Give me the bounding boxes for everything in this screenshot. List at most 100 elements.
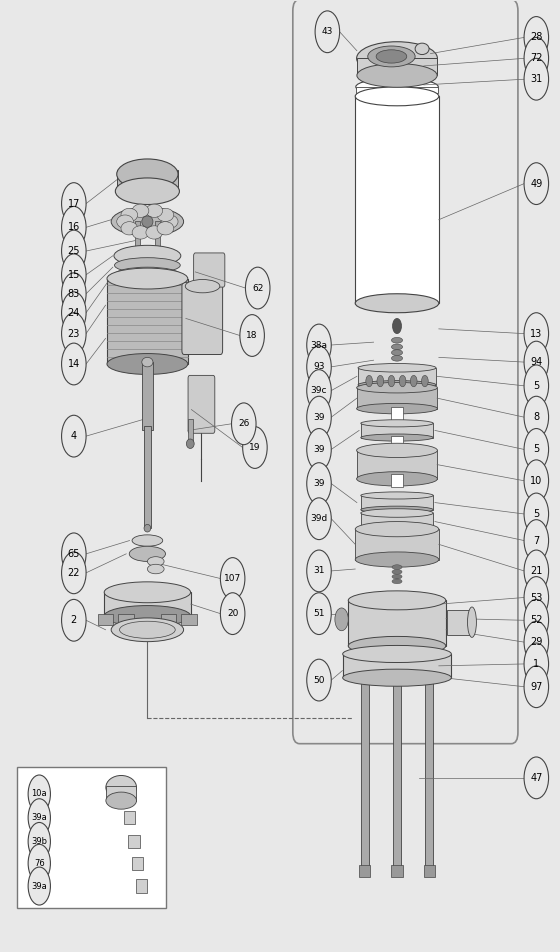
Circle shape [307,324,332,366]
Bar [155,221,160,253]
Ellipse shape [116,215,133,228]
Circle shape [28,867,50,905]
Bar [391,865,403,877]
Ellipse shape [392,569,402,574]
Text: 5: 5 [533,509,539,519]
Text: 2: 2 [71,615,77,625]
Text: 94: 94 [530,357,543,367]
Circle shape [524,622,549,663]
Ellipse shape [357,42,437,75]
Ellipse shape [392,579,402,584]
Text: 5: 5 [533,381,539,391]
FancyBboxPatch shape [188,375,215,433]
Ellipse shape [468,607,477,638]
Circle shape [307,593,332,635]
Ellipse shape [116,159,178,189]
Text: 93: 93 [313,363,325,371]
Ellipse shape [355,522,439,537]
Ellipse shape [111,208,184,236]
Bar [355,529,439,560]
Bar [426,675,433,870]
Text: 97: 97 [530,682,543,692]
Circle shape [315,10,339,52]
Circle shape [524,643,549,684]
Text: 19: 19 [249,443,260,452]
Circle shape [307,369,332,411]
Circle shape [28,775,50,813]
Ellipse shape [348,637,446,655]
Circle shape [524,313,549,354]
FancyBboxPatch shape [194,253,225,288]
Circle shape [410,375,417,387]
Text: 13: 13 [530,328,543,339]
Text: 14: 14 [68,359,80,369]
Circle shape [307,550,332,592]
Ellipse shape [356,78,438,95]
Text: 39b: 39b [31,837,47,846]
Text: 39d: 39d [310,514,328,524]
Ellipse shape [146,226,162,239]
Bar [356,87,438,92]
Bar [343,654,451,678]
Circle shape [524,600,549,641]
Bar [391,474,403,487]
Text: 38a: 38a [310,341,328,349]
Ellipse shape [106,776,137,800]
Ellipse shape [146,204,162,217]
Text: 39: 39 [313,479,325,488]
Circle shape [524,58,549,100]
Ellipse shape [185,280,220,293]
Bar [361,513,433,530]
Circle shape [393,318,402,333]
Text: 4: 4 [71,431,77,441]
Ellipse shape [121,208,138,222]
Ellipse shape [355,87,439,106]
Ellipse shape [107,353,188,374]
Text: 49: 49 [530,179,543,188]
Ellipse shape [357,444,437,458]
Ellipse shape [361,508,433,517]
Circle shape [524,396,549,438]
Bar [144,426,151,528]
Text: 39: 39 [313,412,325,422]
Text: 53: 53 [530,592,543,603]
Ellipse shape [343,669,451,686]
Text: 39: 39 [313,445,325,454]
Circle shape [62,230,86,272]
Circle shape [62,313,86,354]
Ellipse shape [343,645,451,663]
Bar [161,614,176,625]
Circle shape [377,375,384,387]
Ellipse shape [147,565,164,574]
Circle shape [62,292,86,333]
Circle shape [524,757,549,799]
Circle shape [524,365,549,407]
Bar [424,865,435,877]
Circle shape [62,207,86,248]
Circle shape [399,375,406,387]
Text: 8: 8 [533,412,539,422]
Text: 39c: 39c [311,387,327,395]
Bar [348,601,446,645]
Text: 10a: 10a [31,789,47,799]
Ellipse shape [161,215,178,228]
Circle shape [524,163,549,205]
Text: 22: 22 [68,567,80,578]
Text: 47: 47 [530,773,543,783]
Circle shape [524,577,549,619]
Circle shape [524,665,549,707]
Bar [359,865,370,877]
Circle shape [307,428,332,470]
Circle shape [28,799,50,837]
Circle shape [524,428,549,470]
Text: 43: 43 [321,28,333,36]
Text: 18: 18 [246,331,258,340]
Text: 31: 31 [313,566,325,575]
Bar [116,170,178,191]
Ellipse shape [358,381,436,389]
Text: 7: 7 [533,536,539,545]
Text: 107: 107 [224,574,241,583]
Ellipse shape [106,792,137,809]
Circle shape [62,273,86,314]
Ellipse shape [357,383,437,393]
